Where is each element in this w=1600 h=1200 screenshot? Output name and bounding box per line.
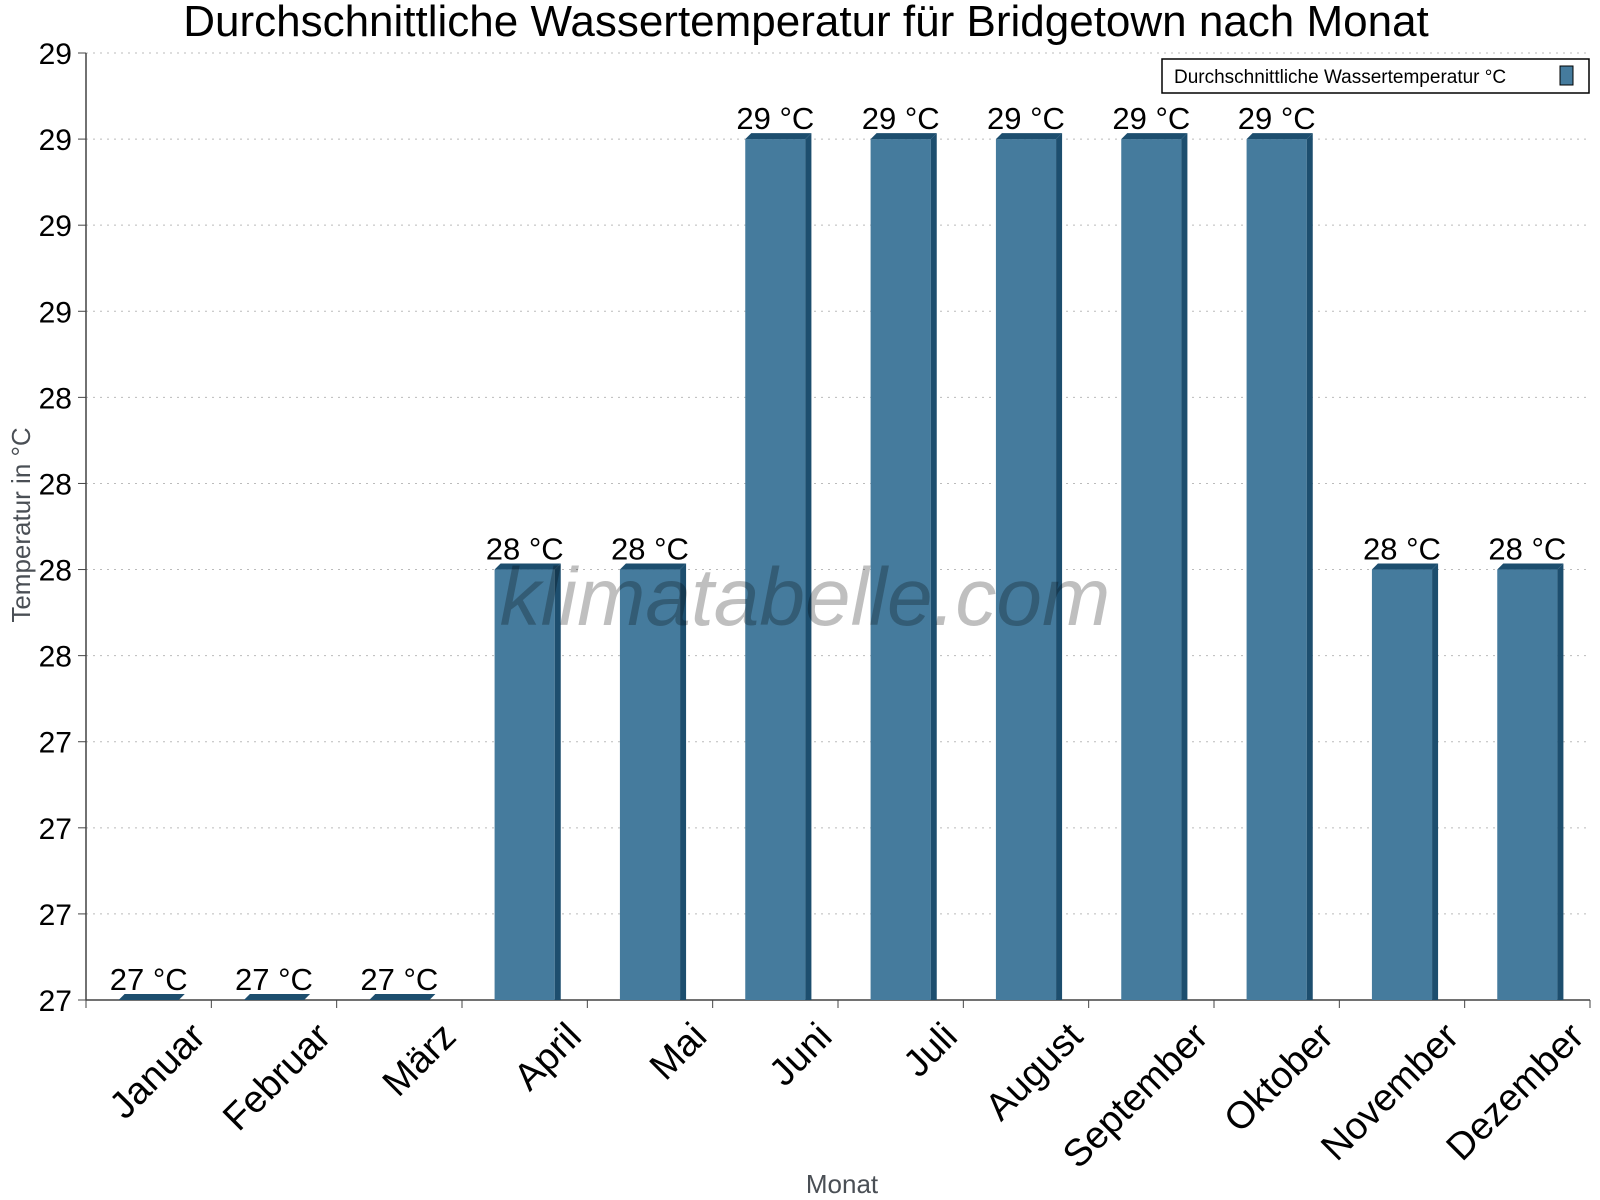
y-tick-label: 28 [39, 641, 72, 674]
data-label: 29 °C [1112, 101, 1190, 136]
bar: 28 °C [486, 532, 564, 1000]
bar-top [619, 563, 687, 570]
bar-top [1497, 563, 1564, 570]
x-tick-label: August [978, 1015, 1092, 1129]
bar: 28 °C [1363, 532, 1441, 1000]
legend-box [1161, 58, 1590, 94]
x-axis-ticks: Januar Februar März April Mai Juni Juli AugustS… [102, 1015, 1593, 1176]
bar-face [1121, 139, 1182, 1000]
x-axis-label: Monat [806, 1169, 879, 1199]
y-tick-label: 27 [39, 985, 72, 1018]
bar-top [118, 994, 185, 1000]
x-tick-label: Dezember [1439, 1015, 1593, 1169]
bar-face [494, 569, 555, 1000]
bar-face [1246, 139, 1307, 1000]
bar-face [1371, 569, 1433, 1000]
y-tick-label: 27 [39, 813, 72, 846]
bar-side [1181, 133, 1188, 1000]
bar-face [619, 569, 681, 1000]
legend-label: Durchschnittliche Wassertemperatur °C [1174, 67, 1506, 88]
x-tick-label: Januar [102, 1015, 214, 1127]
bar-top [1121, 133, 1188, 140]
y-tick-label: 27 [39, 899, 72, 932]
bar-top [745, 133, 812, 140]
watermark-text: klimatabelle.com [500, 552, 1111, 643]
data-label: 27 °C [360, 962, 438, 997]
bar-side [1432, 563, 1439, 1000]
bar-face [870, 139, 931, 1000]
bar-top [870, 133, 937, 140]
x-tick-label: April [506, 1015, 589, 1098]
bar: 27 °C [110, 962, 188, 1000]
bar: 28 °C [611, 532, 689, 1000]
data-label: 29 °C [1238, 101, 1316, 136]
bar: 29 °C [1238, 101, 1316, 1000]
y-axis-ticks: 27 27 27 27 28 28 28 28 29 29 29 29 [39, 38, 72, 1018]
bar-side [554, 563, 561, 1000]
y-tick-label: 29 [39, 210, 72, 243]
data-label: 27 °C [110, 962, 188, 997]
data-label: 28 °C [1488, 532, 1566, 567]
x-tick-label: März [375, 1015, 464, 1104]
bar-face [745, 139, 806, 1000]
bars: 27 °C 27 °C 27 °C 28 °C 28 °C 29 °C 29 °C 29 °C… [110, 101, 1566, 1000]
bar: 29 °C [1112, 101, 1190, 1000]
bar-top [995, 133, 1063, 140]
data-label: 28 °C [611, 532, 689, 567]
data-label: 28 °C [486, 532, 564, 567]
chart-title: Durchschnittliche Wassertemperatur für B… [183, 0, 1429, 46]
grid-lines [86, 52, 1590, 915]
x-tick-label: Juli [896, 1015, 966, 1085]
y-tick-label: 28 [39, 382, 72, 415]
bar-face [1497, 569, 1558, 1000]
y-tick-label: 29 [39, 38, 72, 71]
bar-top [369, 994, 436, 1000]
bar: 27 °C [235, 962, 313, 1000]
y-tick-label: 28 [39, 468, 72, 501]
bar-face [995, 139, 1057, 1000]
y-tick-label: 29 [39, 296, 72, 329]
data-label: 29 °C [862, 101, 940, 136]
bar-top [1371, 563, 1439, 570]
bar-side [1306, 133, 1313, 1000]
x-tick-label: Oktober [1216, 1015, 1342, 1141]
axes [78, 52, 1591, 1008]
bar-side [930, 133, 937, 1000]
bar-side [680, 563, 687, 1000]
bar: 27 °C [360, 962, 438, 1000]
bar-top [1246, 133, 1313, 140]
bar: 29 °C [987, 101, 1065, 1000]
bar-top [243, 994, 311, 1000]
y-tick-label: 29 [39, 124, 72, 157]
data-label: 29 °C [736, 101, 814, 136]
data-label: 27 °C [235, 962, 313, 997]
bar: 29 °C [736, 101, 814, 1000]
y-tick-label: 28 [39, 555, 72, 588]
bar: 29 °C [862, 101, 940, 1000]
x-tick-label: Mai [642, 1015, 715, 1088]
bar-top [494, 563, 561, 570]
x-tick-label: Februar [215, 1015, 339, 1139]
y-axis-label: Temperatur in °C [6, 427, 36, 622]
bar-side [805, 133, 812, 1000]
x-tick-label: Juni [761, 1015, 840, 1094]
y-tick-label: 27 [39, 727, 72, 760]
legend: Durchschnittliche Wassertemperatur °C [1161, 58, 1590, 94]
bar-side [1557, 563, 1564, 1000]
data-label: 29 °C [987, 101, 1065, 136]
bar: 28 °C [1488, 532, 1566, 1000]
bar-side [1056, 133, 1063, 1000]
data-label: 28 °C [1363, 532, 1441, 567]
legend-swatch [1559, 65, 1574, 86]
